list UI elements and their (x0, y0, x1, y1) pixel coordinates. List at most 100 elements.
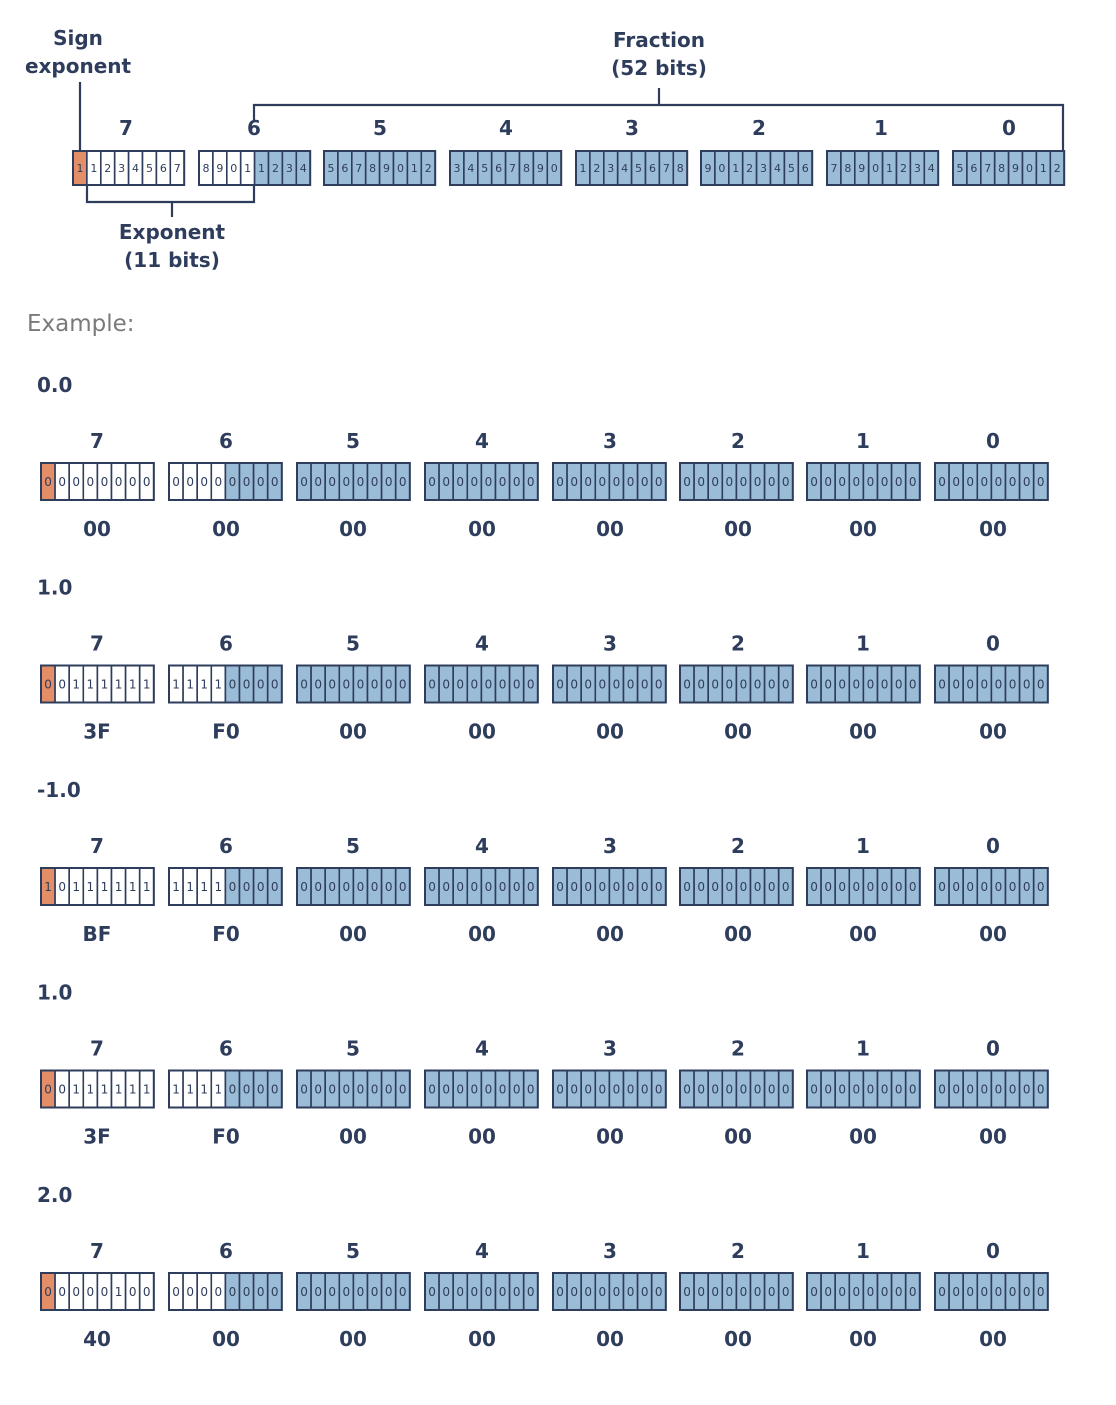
bit-value: 0 (527, 880, 535, 894)
byte-index-label: 7 (119, 116, 133, 140)
bit-value: 0 (485, 1285, 493, 1299)
bit-value: 0 (1009, 880, 1017, 894)
bit-value: 0 (328, 678, 336, 692)
bit-value: 0 (271, 678, 279, 692)
bit-value: 0 (584, 678, 592, 692)
bit-value: 4 (467, 162, 474, 175)
bit-value: 0 (641, 880, 649, 894)
bit-value: 0 (697, 1285, 705, 1299)
bit-value: 0 (300, 678, 308, 692)
bit-value: 0 (343, 880, 351, 894)
byte-outline (168, 462, 283, 501)
bit-value: 0 (44, 475, 52, 489)
byte-outline (40, 1272, 155, 1311)
bit-value: 3 (453, 162, 460, 175)
bit-value: 0 (627, 1083, 635, 1097)
bit-value: 0 (1009, 1083, 1017, 1097)
bit-value: 0 (872, 162, 879, 175)
bit-value: 6 (495, 162, 502, 175)
bit-value: 0 (570, 880, 578, 894)
bit-value: 0 (527, 475, 535, 489)
bit-value: 0 (371, 475, 379, 489)
bit-value: 0 (711, 1285, 719, 1299)
bit-value: 4 (928, 162, 935, 175)
bit-value: 0 (838, 678, 846, 692)
bit-value: 1 (129, 1083, 137, 1097)
bit-value: 0 (513, 678, 521, 692)
byte-outline (552, 1272, 667, 1311)
bit-value: 0 (371, 678, 379, 692)
bit-value: 0 (726, 475, 734, 489)
byte-outline (934, 1069, 1049, 1109)
bit-value: 0 (599, 475, 607, 489)
byte-hex-value: 00 (979, 1125, 1007, 1149)
bit-value: 0 (485, 475, 493, 489)
byte-index-label: 0 (986, 429, 1000, 453)
bit-value: 0 (428, 1083, 436, 1097)
byte-hex-value: 00 (212, 1327, 240, 1351)
byte-outline (934, 1272, 1049, 1311)
byte-outline (168, 867, 283, 906)
bit-value: 0 (867, 1083, 875, 1097)
byte-index-label: 1 (856, 1239, 870, 1263)
bit-value: 5 (481, 162, 488, 175)
bit-value: 8 (523, 162, 530, 175)
bit-value: 1 (143, 880, 151, 894)
bit-value: 1 (101, 678, 109, 692)
bit-value: 0 (471, 1285, 479, 1299)
bit-value: 0 (584, 880, 592, 894)
bit-value: 0 (697, 1083, 705, 1097)
bit-value: 1 (732, 162, 739, 175)
byte-outline (424, 867, 539, 906)
bit-value: 0 (343, 1083, 351, 1097)
byte-index-label: 2 (731, 429, 745, 453)
bit-value: 0 (428, 880, 436, 894)
bit-value: 0 (683, 880, 691, 894)
bit-value: 0 (627, 1285, 635, 1299)
bit-value: 0 (243, 1285, 251, 1299)
byte-index-label: 3 (603, 1239, 617, 1263)
byte-hex-value: 00 (468, 1327, 496, 1351)
byte-hex-value: 00 (724, 1327, 752, 1351)
bit-value: 0 (726, 880, 734, 894)
bit-value: 1 (186, 880, 194, 894)
bit-value: 1 (215, 1083, 223, 1097)
bit-value: 1 (115, 880, 123, 894)
bit-value: 1 (115, 1285, 123, 1299)
bit-value: 0 (895, 678, 903, 692)
bit-value: 0 (754, 1083, 762, 1097)
bit-value: 0 (952, 1285, 960, 1299)
bit-value: 0 (556, 880, 564, 894)
bit-value: 3 (760, 162, 767, 175)
bit-value: 0 (186, 475, 194, 489)
bit-value: 0 (952, 1083, 960, 1097)
bit-value: 0 (711, 1083, 719, 1097)
bit-value: 0 (711, 880, 719, 894)
byte-hex-value: 00 (468, 720, 496, 744)
bit-value: 0 (952, 880, 960, 894)
bit-value: 0 (966, 1285, 974, 1299)
byte-outline (934, 664, 1049, 704)
bit-value: 0 (143, 1285, 151, 1299)
byte-hex-value: 00 (468, 922, 496, 946)
bit-value: 0 (782, 880, 790, 894)
bit-value: 0 (683, 678, 691, 692)
bit-value: 8 (998, 162, 1005, 175)
bit-value: 0 (513, 475, 521, 489)
bit-value: 0 (641, 1083, 649, 1097)
bit-value: 0 (186, 1285, 194, 1299)
byte-index-label: 7 (90, 1037, 104, 1061)
byte-hex-value: BF (83, 922, 112, 946)
bit-value: 0 (200, 1285, 208, 1299)
bit-value: 0 (981, 475, 989, 489)
